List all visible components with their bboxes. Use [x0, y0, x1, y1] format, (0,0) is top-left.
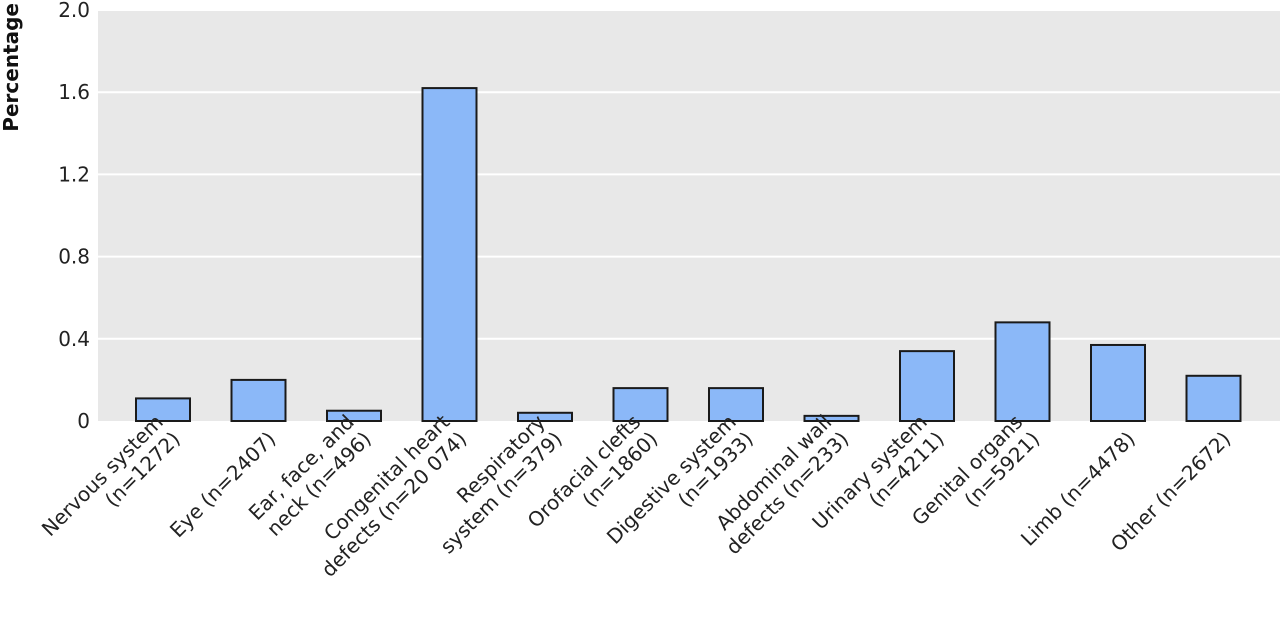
bar — [612, 387, 669, 422]
bar — [708, 387, 764, 422]
y-tick-label: 1.2 — [58, 162, 90, 186]
bar — [1090, 343, 1146, 422]
y-tick-labels: 0 0.4 0.8 1.2 1.6 2.0 — [58, 0, 90, 433]
y-axis-title: Percentage — [0, 3, 23, 132]
x-tick-labels: Nervous system(n=1272)Eye (n=2407)Ear, f… — [37, 410, 1236, 582]
bar — [135, 397, 191, 422]
y-tick-label: 0 — [77, 409, 90, 433]
bar — [899, 350, 955, 423]
bar — [1185, 374, 1242, 423]
bar — [803, 414, 860, 422]
gridlines — [98, 9, 1280, 340]
y-tick-label: 0.8 — [58, 245, 90, 269]
bars — [135, 87, 1242, 423]
svg-text:Nervous system(n=1272): Nervous system(n=1272) — [37, 410, 185, 558]
x-tick-label: Nervous system(n=1272) — [37, 410, 185, 558]
bar — [326, 409, 382, 423]
y-tick-label: 1.6 — [58, 80, 90, 104]
bar — [421, 87, 478, 422]
plot-background — [98, 10, 1280, 421]
y-tick-label: 0.4 — [58, 327, 90, 351]
bar — [230, 378, 287, 422]
bar — [517, 411, 573, 422]
y-tick-label: 2.0 — [58, 0, 90, 22]
bar — [994, 321, 1051, 422]
